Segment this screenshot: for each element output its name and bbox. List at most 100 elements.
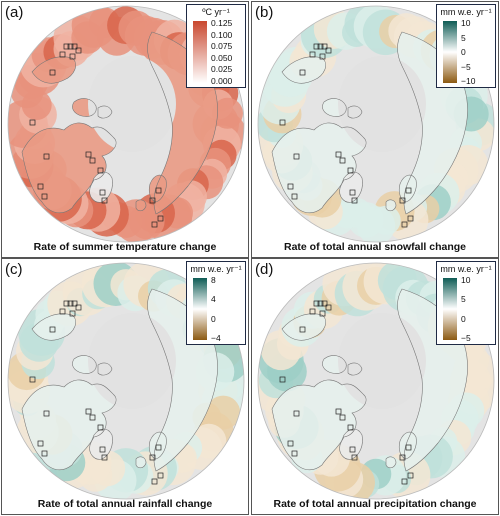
glacier-region-marker bbox=[399, 454, 406, 461]
glacier-region-marker bbox=[325, 304, 332, 311]
map-disc bbox=[258, 263, 494, 499]
legend-tick-label: 10 bbox=[461, 18, 471, 28]
legend-tick-label: −5 bbox=[461, 333, 471, 343]
legend-tick-label: −4 bbox=[211, 333, 221, 343]
map-summer-temperature bbox=[7, 5, 245, 243]
glacier-region-marker bbox=[71, 43, 78, 50]
glacier-region-marker bbox=[43, 153, 50, 160]
legend-unit: mm w.e. yr⁻¹ bbox=[440, 7, 492, 17]
legend-tick-label: 5 bbox=[461, 294, 466, 305]
legend-tick-label: 0.000 bbox=[211, 76, 233, 86]
panel-letter: (d) bbox=[255, 261, 274, 278]
glacier-region-marker bbox=[49, 326, 56, 333]
glacier-region-marker bbox=[287, 440, 294, 447]
glacier-region-marker bbox=[69, 53, 76, 60]
legend-rainfall: mm w.e. yr⁻¹ 8 4 0 −4 bbox=[186, 261, 246, 345]
glacier-region-marker bbox=[405, 187, 412, 194]
glacier-region-marker bbox=[407, 472, 414, 479]
glacier-region-marker bbox=[63, 43, 70, 50]
legend-unit: mm w.e. yr⁻¹ bbox=[190, 264, 242, 274]
glacier-region-marker bbox=[299, 69, 306, 76]
legend-tick-label: 0.050 bbox=[211, 52, 233, 63]
panel-c-rainfall: (c) mm w.e. yr⁻¹ 8 4 0 −4 Rate of total ann… bbox=[1, 258, 249, 515]
legend-tick-label: 5 bbox=[461, 32, 466, 43]
glacier-region-marker bbox=[335, 151, 342, 158]
glacier-region-marker bbox=[321, 300, 328, 307]
panel-caption: Rate of total annual snowfall change bbox=[283, 241, 467, 253]
glacier-region-marker bbox=[89, 157, 96, 164]
legend-tick-label: 4 bbox=[211, 294, 216, 305]
glacier-region-marker bbox=[347, 167, 354, 174]
glacier-region-marker bbox=[157, 215, 164, 222]
glacier-region-marker bbox=[37, 183, 44, 190]
legend-tick-label: 0.025 bbox=[211, 64, 233, 75]
legend-tick-label: −5 bbox=[461, 61, 471, 72]
panel-letter: (c) bbox=[5, 261, 23, 278]
legend-colorbar bbox=[193, 278, 207, 340]
map-disc bbox=[8, 6, 244, 242]
glacier-region-marker bbox=[101, 197, 108, 204]
legend-summer-temperature: ºC yr⁻¹ 0.125 0.100 0.075 0.050 0.025 0.000 bbox=[186, 4, 246, 88]
glacier-region-marker bbox=[335, 408, 342, 415]
legend-tick-label: 0 bbox=[461, 47, 466, 57]
glacier-region-marker bbox=[405, 444, 412, 451]
panel-caption: Rate of total annual rainfall change bbox=[37, 498, 213, 510]
glacier-region-marker bbox=[29, 376, 36, 383]
legend-snowfall: mm w.e. yr⁻¹ 10 5 0 −5 −10 bbox=[436, 4, 496, 88]
glacier-region-marker bbox=[291, 450, 298, 457]
glacier-region-marker bbox=[157, 472, 164, 479]
glacier-region-marker bbox=[151, 221, 158, 228]
glacier-region-marker bbox=[155, 444, 162, 451]
panel-caption: Rate of total annual precipitation chang… bbox=[273, 498, 477, 510]
glacier-region-marker bbox=[317, 43, 324, 50]
legend-tick-label: −10 bbox=[461, 76, 476, 86]
glacier-region-marker bbox=[63, 300, 70, 307]
glacier-region-marker bbox=[351, 454, 358, 461]
glacier-region-marker bbox=[37, 440, 44, 447]
glacier-region-marker bbox=[149, 197, 156, 204]
glacier-region-marker bbox=[279, 376, 286, 383]
glacier-region-marker bbox=[75, 47, 82, 54]
map-rainfall bbox=[7, 262, 245, 500]
glacier-region-marker bbox=[349, 189, 356, 196]
panel-letter: (b) bbox=[255, 4, 274, 21]
legend-colorbar bbox=[443, 21, 457, 83]
glacier-region-marker bbox=[59, 308, 66, 315]
glacier-region-marker bbox=[155, 187, 162, 194]
panel-caption: Rate of summer temperature change bbox=[33, 241, 217, 253]
glacier-region-marker bbox=[313, 43, 320, 50]
glacier-region-marker bbox=[325, 47, 332, 54]
legend-unit: mm w.e. yr⁻¹ bbox=[440, 264, 492, 274]
legend-tick-label: 0.100 bbox=[211, 29, 233, 40]
glacier-region-marker bbox=[319, 53, 326, 60]
map-precipitation bbox=[257, 262, 495, 500]
glacier-region-marker bbox=[347, 424, 354, 431]
glacier-region-marker bbox=[293, 153, 300, 160]
glacier-region-marker bbox=[49, 69, 56, 76]
glacier-region-marker bbox=[401, 221, 408, 228]
glacier-region-marker bbox=[339, 157, 346, 164]
glacier-region-marker bbox=[43, 410, 50, 417]
glacier-region-marker bbox=[279, 119, 286, 126]
glacier-region-marker bbox=[151, 478, 158, 485]
legend-tick-label: 0 bbox=[461, 313, 466, 324]
glacier-region-marker bbox=[407, 215, 414, 222]
glacier-region-marker bbox=[309, 51, 316, 58]
legend-colorbar bbox=[443, 278, 457, 340]
glacier-region-marker bbox=[339, 414, 346, 421]
legend-unit: ºC yr⁻¹ bbox=[202, 7, 230, 17]
glacier-region-marker bbox=[317, 300, 324, 307]
glacier-region-marker bbox=[101, 454, 108, 461]
glacier-region-marker bbox=[299, 326, 306, 333]
legend-tick-label: 0 bbox=[211, 313, 216, 324]
glacier-region-marker bbox=[349, 446, 356, 453]
glacier-region-marker bbox=[313, 300, 320, 307]
glacier-region-marker bbox=[69, 310, 76, 317]
glacier-region-marker bbox=[41, 193, 48, 200]
glacier-region-marker bbox=[287, 183, 294, 190]
legend-tick-label: 0.075 bbox=[211, 41, 233, 52]
panel-a-summer-temperature: (a) ºC yr⁻¹ 0.125 0.100 0.075 0.050 0.025 0.0… bbox=[1, 1, 249, 258]
glacier-region-marker bbox=[399, 197, 406, 204]
legend-colorbar bbox=[193, 21, 207, 83]
glacier-region-marker bbox=[319, 310, 326, 317]
